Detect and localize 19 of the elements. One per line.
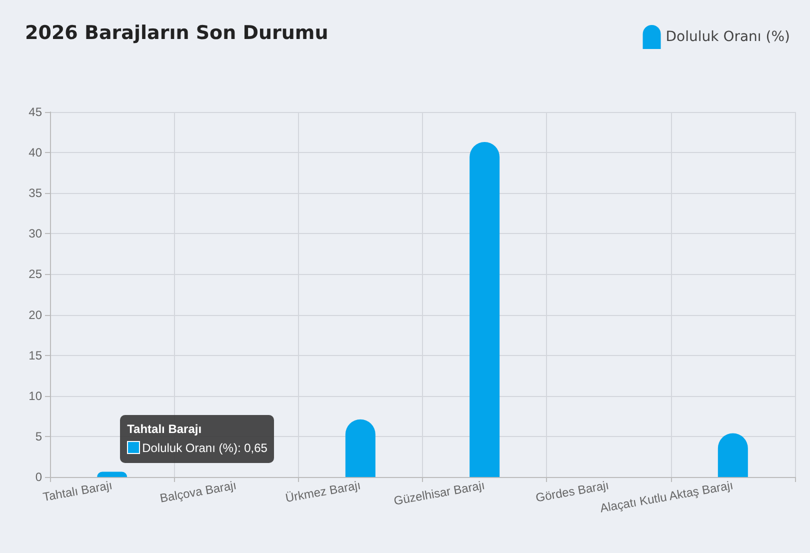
legend-label: Doluluk Oranı (%): [666, 29, 790, 45]
bar: [470, 142, 500, 477]
y-tick-label: 40: [28, 146, 42, 160]
y-tick-label: 0: [35, 470, 42, 484]
y-tick-label: 15: [28, 348, 42, 362]
x-tick-label: Güzelhisar Barajı: [392, 478, 486, 508]
x-tick-label: Balçova Barajı: [158, 478, 238, 506]
y-tick-label: 25: [28, 267, 42, 282]
y-tick-label: 30: [28, 226, 42, 241]
y-tick-label: 45: [28, 105, 42, 119]
y-tick-label: 35: [28, 186, 42, 200]
y-tick-label: 20: [28, 308, 42, 322]
bar: [345, 419, 376, 477]
chart-title: 2026 Barajların Son Durumu: [25, 22, 328, 44]
annotation: Tahtalı Barajı Doluluk Oranı (%): 0,65: [120, 415, 274, 464]
y-tick-label: 5: [35, 429, 42, 444]
y-tick-label: 10: [28, 388, 42, 403]
x-tick-label: Tahtalı Barajı: [42, 478, 114, 504]
x-tick-label: Ürkmez Barajı: [284, 478, 362, 506]
